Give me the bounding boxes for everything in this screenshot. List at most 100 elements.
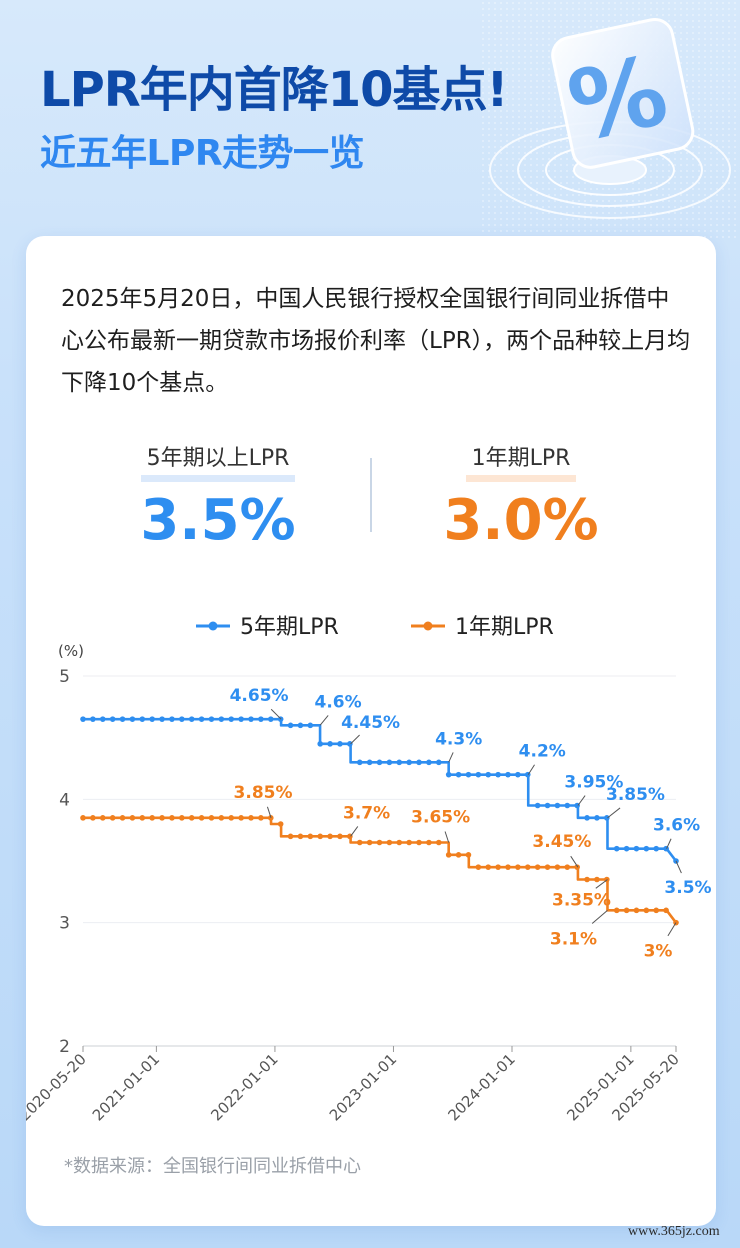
series-marker-1	[99, 716, 106, 722]
data-label-leader	[591, 909, 608, 924]
watermark: www.365jz.com	[628, 1224, 720, 1239]
data-label: 3.95%	[564, 773, 623, 793]
series-marker-2	[198, 815, 205, 821]
x-tick-label: 2024-01-01	[444, 1050, 518, 1124]
series-marker-1	[238, 716, 244, 722]
series-marker-2	[366, 839, 373, 846]
series-marker-2	[218, 815, 225, 821]
series-marker-2	[119, 815, 126, 821]
data-label: 3.6%	[653, 816, 700, 836]
series-marker-1	[485, 771, 492, 778]
data-label-leader	[448, 752, 454, 763]
series-marker-2	[139, 815, 146, 821]
series-marker-2	[386, 839, 393, 846]
series-marker-1	[90, 716, 96, 722]
series-marker-2	[188, 815, 195, 821]
series-marker-2	[258, 815, 264, 821]
series-marker-1	[445, 771, 452, 778]
series-marker-1	[267, 716, 274, 722]
data-label: 4.2%	[519, 742, 566, 762]
x-tick-label: 2021-01-01	[89, 1050, 163, 1124]
legend-marker-1	[208, 621, 218, 631]
data-label: 4.45%	[341, 713, 400, 733]
y-tick-label: 5	[59, 667, 70, 687]
data-label-leader	[270, 708, 282, 720]
data-label-leader	[607, 807, 621, 819]
series-marker-2	[475, 864, 482, 870]
series-marker-1	[248, 716, 254, 722]
data-label-leader	[675, 860, 682, 874]
legend-marker-2	[423, 621, 433, 631]
one-year-label: 1年期LPR	[465, 440, 577, 482]
one-year-stat: 1年期LPR 3.0%	[391, 440, 651, 553]
data-label: 3.85%	[234, 783, 293, 803]
series-marker-1	[406, 759, 412, 766]
series-marker-2	[159, 815, 165, 821]
data-label-leader	[666, 838, 672, 849]
series-marker-1	[109, 716, 116, 722]
data-label-leader	[319, 715, 329, 726]
series-marker-2	[287, 833, 294, 840]
series-marker-2	[534, 864, 541, 870]
data-label-leader	[444, 831, 450, 843]
series-marker-1	[327, 741, 333, 747]
series-marker-1	[129, 716, 136, 722]
hero-banner: % LPR年内首降10基点! 近五年LPR走势一览	[0, 0, 740, 240]
series-marker-2	[248, 815, 254, 821]
series-marker-1	[149, 716, 155, 722]
series-marker-1	[297, 722, 304, 729]
series-marker-2	[544, 864, 551, 870]
x-tick-label: 2020-05-20	[26, 1050, 90, 1124]
series-marker-1	[495, 771, 501, 778]
series-marker-1	[337, 741, 343, 747]
y-tick-label: 2	[59, 1037, 70, 1057]
series-marker-1	[139, 716, 146, 722]
series-marker-2	[169, 815, 175, 821]
series-marker-1	[317, 741, 324, 747]
series-marker-2	[317, 833, 324, 840]
series-marker-1	[179, 716, 185, 722]
series-marker-1	[604, 815, 610, 821]
y-tick-label: 4	[59, 790, 70, 810]
legend-label-1: 5年期LPR	[240, 615, 339, 640]
series-marker-1	[663, 845, 669, 852]
series-marker-1	[623, 845, 630, 852]
series-marker-1	[119, 716, 126, 722]
series-marker-2	[554, 864, 561, 870]
series-marker-2	[465, 852, 472, 858]
series-marker-2	[90, 815, 96, 821]
series-marker-2	[564, 864, 571, 870]
series-marker-1	[554, 802, 561, 809]
series-marker-2	[485, 864, 492, 870]
series-marker-2	[505, 864, 511, 870]
series-marker-1	[169, 716, 175, 722]
series-marker-1	[653, 845, 660, 852]
data-label: 4.65%	[230, 686, 289, 706]
series-marker-1	[208, 716, 215, 722]
data-label: 3.7%	[343, 803, 390, 823]
data-label-leader	[595, 879, 608, 889]
five-year-stat: 5年期以上LPR 3.5%	[88, 440, 348, 553]
data-label: 3.1%	[550, 929, 597, 949]
data-label: 4.3%	[435, 729, 482, 749]
stat-divider	[370, 458, 372, 532]
series-marker-1	[307, 722, 314, 729]
intro-paragraph: 2025年5月20日，中国人民银行授权全国银行间同业拆借中心公布最新一期贷款市场…	[61, 286, 691, 396]
data-label: 3.65%	[411, 808, 470, 828]
data-label-leader	[350, 826, 359, 837]
series-marker-2	[356, 839, 363, 846]
series-marker-1	[347, 741, 353, 747]
percent-badge-icon: %	[480, 0, 740, 240]
series-marker-2	[426, 839, 432, 846]
series-marker-1	[436, 759, 442, 766]
series-marker-2	[653, 907, 660, 914]
series-marker-2	[574, 864, 580, 870]
series-marker-2	[515, 864, 521, 870]
content-card: 2025年5月20日，中国人民银行授权全国银行间同业拆借中心公布最新一期贷款市场…	[26, 236, 716, 1226]
series-marker-1	[376, 759, 383, 766]
series-marker-2	[396, 839, 403, 846]
page-title: LPR年内首降10基点!	[40, 62, 508, 118]
series-marker-1	[188, 716, 195, 722]
series-marker-2	[228, 815, 235, 821]
series-marker-2	[376, 839, 383, 846]
